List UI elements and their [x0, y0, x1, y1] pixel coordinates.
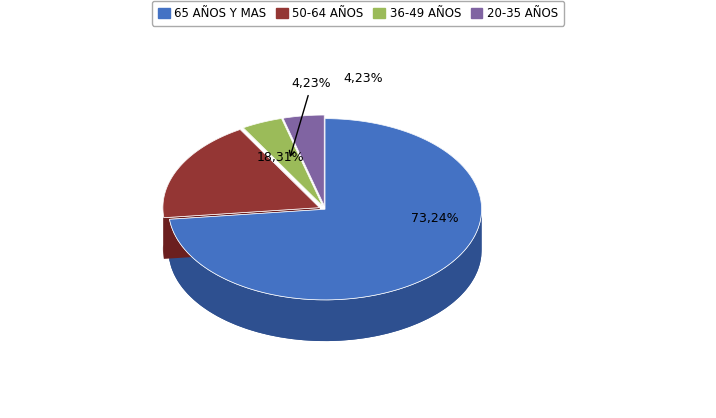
Text: 73,24%: 73,24%	[411, 212, 459, 225]
Polygon shape	[163, 130, 319, 218]
Text: 4,23%: 4,23%	[289, 77, 332, 156]
Polygon shape	[240, 130, 319, 249]
Polygon shape	[170, 119, 482, 300]
Text: 4,23%: 4,23%	[344, 72, 383, 85]
Polygon shape	[243, 118, 323, 206]
Polygon shape	[283, 115, 324, 206]
Polygon shape	[283, 115, 324, 206]
Polygon shape	[170, 209, 325, 260]
Text: 18,31%: 18,31%	[256, 151, 304, 164]
Polygon shape	[243, 118, 323, 206]
Legend: 65 AÑOS Y MAS, 50-64 AÑOS, 36-49 AÑOS, 20-35 AÑOS: 65 AÑOS Y MAS, 50-64 AÑOS, 36-49 AÑOS, 2…	[152, 1, 564, 26]
Polygon shape	[163, 204, 164, 259]
Polygon shape	[170, 208, 482, 341]
Polygon shape	[163, 130, 319, 218]
Polygon shape	[164, 208, 319, 259]
Polygon shape	[170, 211, 482, 341]
Polygon shape	[170, 119, 482, 300]
